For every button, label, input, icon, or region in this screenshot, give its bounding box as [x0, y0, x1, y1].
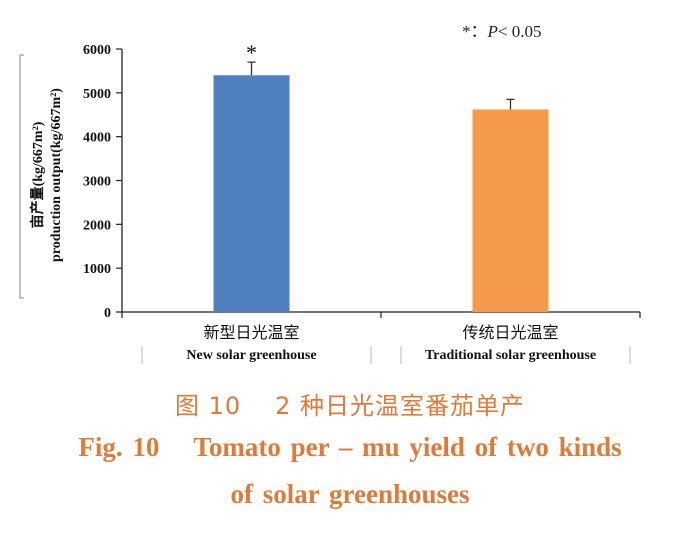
bar-chart: 亩产量(kg/667m²) production output(kg/667m²… [19, 22, 641, 364]
figure-caption-cn: 图 10 2 种日光温室番茄单产 [0, 386, 700, 421]
y-tick-label: 3000 [83, 175, 111, 190]
x-tick-label-cn: 新型日光温室 [203, 323, 299, 342]
y-tick-label: 4000 [83, 131, 111, 146]
y-tick-label: 2000 [83, 218, 111, 233]
caption-cn-title: 2 种日光温室番茄单产 [275, 392, 526, 420]
bar-1 [213, 75, 290, 312]
caption-en-fig: Fig. 10 [78, 432, 160, 462]
y-tick-label: 0 [104, 306, 111, 321]
caption-en-title: Tomato per – mu yield of two kinds [193, 432, 622, 462]
figure-caption-en-line2: of solar greenhouses [0, 479, 700, 510]
caption-cn-fig: 图 10 [174, 392, 242, 420]
y-axis-title: 亩产量(kg/667m²) production output(kg/667m²… [29, 88, 64, 262]
y-axis-title-en: production output(kg/667m²) [49, 88, 64, 262]
x-tick-label-en: New solar greenhouse [186, 348, 316, 363]
note-rest: < 0.05 [498, 22, 542, 41]
category-box [141, 346, 372, 364]
bar-2 [472, 109, 549, 313]
y-tick-label: 6000 [83, 43, 111, 58]
plot-area: 0 1000 2000 3000 4000 5000 6000 * 新型日光温室 传统日光温室 [19, 40, 641, 342]
x-tick-label-en: Traditional solar greenhouse [425, 348, 596, 363]
category-box [400, 346, 631, 364]
significance-note: *：P< 0.05 [462, 22, 541, 41]
category-label-boxes: New solar greenhouse Traditional solar gr… [141, 346, 631, 364]
caption-en-title-2: of solar greenhouses [230, 479, 470, 509]
note-p: P [487, 22, 498, 41]
x-tick-label-cn: 传统日光温室 [462, 323, 558, 342]
y-tick-label: 5000 [83, 87, 111, 102]
y-title-bracket [19, 54, 24, 299]
y-tick-label: 1000 [83, 262, 111, 277]
y-axis-title-cn: 亩产量(kg/667m²) [29, 121, 46, 228]
note-prefix: *： [462, 22, 488, 41]
figure-caption-en: Fig. 10 Tomato per – mu yield of two kind… [0, 432, 700, 463]
significance-mark: * [246, 40, 257, 65]
